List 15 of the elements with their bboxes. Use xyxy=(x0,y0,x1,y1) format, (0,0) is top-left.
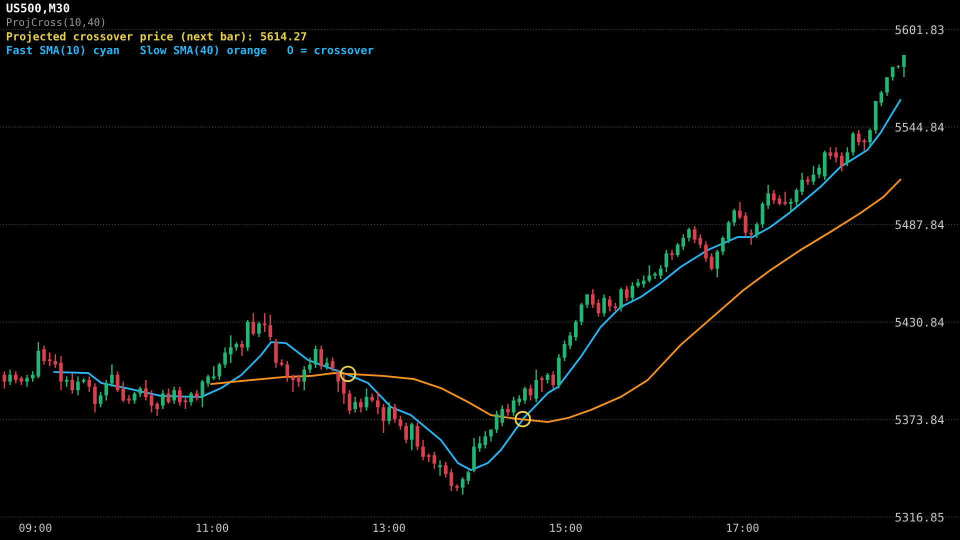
x-tick-label: 11:00 xyxy=(196,524,228,532)
annotation: Projected crossover price (next bar): 5614.27 xyxy=(6,31,306,43)
y-tick-label: 5316.85 xyxy=(896,512,944,522)
annotation: Fast SMA(10) cyan Slow SMA(40) orange O = crossover xyxy=(6,46,374,56)
x-tick-label: 15:00 xyxy=(550,524,582,532)
x-tick-label: 17:00 xyxy=(727,524,759,532)
y-tick-label: 5601.83 xyxy=(896,25,944,34)
x-tick-label: 13:00 xyxy=(374,524,405,532)
x-tick-label: 09:00 xyxy=(19,524,52,532)
y-tick-label: 5544.84 xyxy=(896,122,944,132)
y-tick-label: 5430.84 xyxy=(896,318,944,327)
chart-title: US500,M30 xyxy=(6,3,70,14)
y-tick-label: 5373.84 xyxy=(896,415,944,424)
y-tick-label: 5487.84 xyxy=(896,220,944,230)
text: ProjCross(10,40) xyxy=(7,18,104,28)
